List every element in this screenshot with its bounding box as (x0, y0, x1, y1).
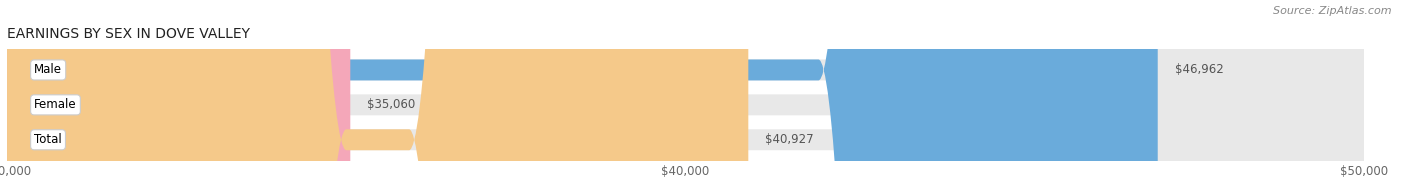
FancyBboxPatch shape (7, 0, 1364, 196)
Text: $40,927: $40,927 (765, 133, 814, 146)
Text: Source: ZipAtlas.com: Source: ZipAtlas.com (1274, 6, 1392, 16)
Text: Total: Total (34, 133, 62, 146)
FancyBboxPatch shape (7, 0, 1157, 196)
Text: Female: Female (34, 98, 77, 111)
Text: EARNINGS BY SEX IN DOVE VALLEY: EARNINGS BY SEX IN DOVE VALLEY (7, 27, 250, 41)
FancyBboxPatch shape (7, 0, 1364, 196)
FancyBboxPatch shape (7, 0, 1364, 196)
FancyBboxPatch shape (7, 0, 350, 196)
FancyBboxPatch shape (7, 0, 748, 196)
Text: $46,962: $46,962 (1174, 64, 1223, 76)
Text: Male: Male (34, 64, 62, 76)
Text: $35,060: $35,060 (367, 98, 416, 111)
